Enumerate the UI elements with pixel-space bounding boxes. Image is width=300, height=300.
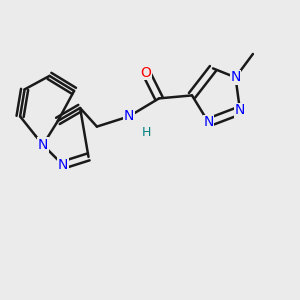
Text: H: H [142,126,151,140]
Text: N: N [235,103,245,117]
Text: N: N [124,110,134,123]
Text: O: O [141,66,152,80]
Text: N: N [58,158,68,172]
Text: N: N [38,138,48,152]
Text: N: N [203,116,214,129]
Text: N: N [230,70,241,84]
